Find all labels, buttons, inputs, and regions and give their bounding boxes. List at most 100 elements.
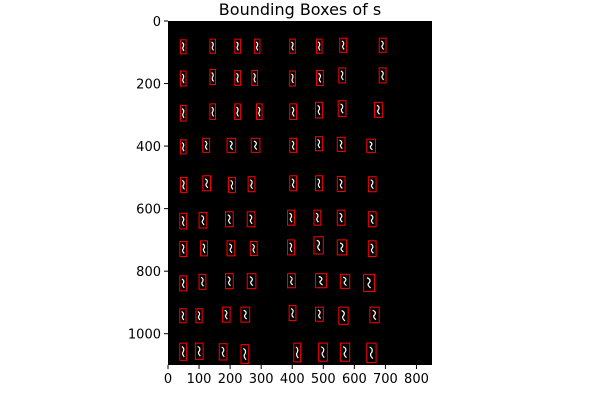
box-rect	[253, 38, 261, 54]
bounding-box	[198, 211, 208, 229]
box-rect	[315, 136, 323, 152]
glyph-s	[252, 243, 256, 254]
glyph-s	[366, 277, 372, 289]
y-tick-label: 600	[136, 203, 161, 218]
box-rect	[367, 176, 377, 193]
glyph-s	[253, 140, 258, 150]
glyph-s	[211, 41, 215, 51]
bounding-box	[202, 175, 212, 192]
bounding-box	[224, 273, 234, 290]
glyph-s	[380, 40, 385, 50]
box-rect	[289, 137, 298, 153]
box-rect	[209, 38, 217, 54]
box-rect	[209, 68, 217, 85]
box-rect	[315, 69, 324, 86]
glyph-s	[181, 108, 185, 119]
bounding-box	[179, 70, 187, 87]
box-rect	[315, 101, 323, 119]
box-rect	[247, 176, 256, 193]
glyph-s	[317, 41, 321, 51]
glyph-s	[181, 142, 185, 152]
box-rect	[366, 342, 377, 363]
y-tick-label: 200	[136, 78, 161, 93]
bounding-box	[315, 306, 324, 322]
glyph-s	[181, 243, 185, 254]
glyph-s	[204, 140, 208, 150]
bounding-box	[339, 342, 351, 362]
glyph-s	[317, 138, 321, 149]
box-rect	[366, 138, 376, 153]
bounding-box	[336, 239, 348, 256]
glyph-s	[253, 72, 256, 83]
glyph-s	[221, 346, 225, 358]
glyph-s	[181, 179, 185, 190]
bounding-box	[179, 39, 187, 55]
bounding-box	[315, 38, 323, 54]
box-rect	[198, 273, 207, 290]
x-tick-label: 300	[249, 372, 274, 387]
glyph-s	[370, 214, 374, 225]
glyph-s	[339, 212, 343, 223]
glyph-s	[202, 243, 206, 254]
bounding-box	[195, 308, 203, 324]
x-tick-label: 600	[342, 372, 367, 387]
box-rect	[293, 342, 302, 363]
glyph-s	[230, 179, 234, 190]
glyph-s	[295, 346, 299, 359]
glyph-s	[227, 276, 231, 287]
glyph-s	[236, 106, 239, 117]
bounding-box	[209, 38, 217, 54]
box-rect	[179, 308, 187, 324]
box-rect	[313, 209, 322, 226]
y-tick-label: 800	[136, 265, 161, 280]
x-tick-label: 0	[164, 372, 172, 387]
bounding-box	[287, 273, 296, 289]
box-rect	[224, 273, 234, 290]
box-rect	[339, 342, 351, 362]
box-rect	[338, 67, 347, 84]
box-rect	[338, 306, 349, 325]
glyph-s	[289, 275, 294, 286]
glyph-s	[197, 345, 201, 357]
box-rect	[179, 104, 187, 122]
y-axis-ticks: 0 200 400 600 800 1000	[128, 15, 168, 343]
glyph-s	[370, 243, 374, 254]
plot-area	[168, 21, 432, 365]
glyph-s	[342, 276, 347, 287]
glyph-s	[249, 276, 254, 287]
glyph-s	[291, 41, 294, 51]
glyph-s	[339, 178, 343, 189]
glyph-s	[200, 276, 204, 287]
box-rect	[289, 175, 298, 192]
bounding-box	[338, 306, 349, 325]
bounding-box	[367, 240, 377, 257]
box-rect	[240, 306, 251, 323]
glyph-s	[224, 309, 228, 320]
box-rect	[367, 240, 377, 257]
box-rect	[367, 211, 377, 228]
glyph-s	[255, 41, 259, 51]
box-rect	[179, 342, 188, 361]
bounding-box	[179, 308, 187, 324]
box-rect	[336, 209, 346, 226]
bounding-box	[226, 240, 236, 257]
glyph-s	[291, 106, 295, 117]
bounding-box	[289, 175, 298, 192]
bounding-box	[234, 103, 241, 121]
box-rect	[315, 38, 323, 54]
glyph-s	[339, 139, 343, 150]
bounding-box	[337, 100, 347, 117]
box-rect	[194, 342, 204, 360]
bounding-box	[246, 211, 256, 228]
box-rect	[246, 211, 256, 228]
bounding-box	[336, 136, 346, 152]
bounding-box	[256, 103, 263, 121]
glyph-s	[229, 140, 234, 150]
box-rect	[200, 240, 208, 257]
box-rect	[315, 273, 327, 289]
glyph-s	[227, 214, 231, 225]
x-axis-ticks: 0 100 200 300 400 500 600 700 800	[164, 365, 429, 387]
bounding-box	[179, 240, 188, 257]
glyph-s	[339, 242, 344, 253]
